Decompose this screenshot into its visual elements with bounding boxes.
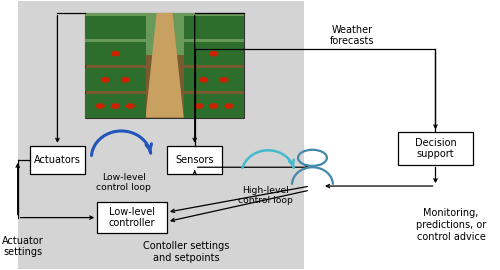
- Circle shape: [126, 104, 134, 108]
- Circle shape: [200, 78, 207, 82]
- FancyBboxPatch shape: [167, 146, 222, 174]
- Polygon shape: [146, 13, 184, 117]
- Circle shape: [225, 104, 233, 108]
- FancyBboxPatch shape: [184, 94, 244, 117]
- Circle shape: [210, 104, 218, 108]
- Text: Low-level
controller: Low-level controller: [109, 207, 156, 228]
- FancyBboxPatch shape: [184, 16, 244, 39]
- FancyBboxPatch shape: [30, 146, 85, 174]
- FancyBboxPatch shape: [398, 132, 473, 164]
- FancyBboxPatch shape: [85, 13, 244, 55]
- FancyBboxPatch shape: [85, 68, 146, 91]
- FancyBboxPatch shape: [85, 94, 146, 117]
- FancyBboxPatch shape: [184, 68, 244, 91]
- Text: Contoller settings
and setpoints: Contoller settings and setpoints: [143, 241, 230, 263]
- Circle shape: [96, 104, 104, 108]
- FancyBboxPatch shape: [85, 13, 244, 117]
- Text: Actuator
settings: Actuator settings: [2, 236, 43, 257]
- FancyBboxPatch shape: [85, 16, 146, 39]
- Text: Monitoring,
predictions, or
control advice: Monitoring, predictions, or control advi…: [416, 208, 486, 242]
- Text: High-level
control loop: High-level control loop: [238, 186, 293, 205]
- FancyBboxPatch shape: [97, 202, 167, 233]
- Circle shape: [210, 52, 218, 56]
- FancyBboxPatch shape: [184, 42, 244, 65]
- Circle shape: [195, 104, 202, 108]
- Text: Low-level
control loop: Low-level control loop: [96, 173, 151, 192]
- Circle shape: [220, 78, 228, 82]
- FancyBboxPatch shape: [85, 42, 146, 65]
- Circle shape: [102, 78, 109, 82]
- Text: Sensors: Sensors: [176, 155, 214, 165]
- Text: Decision
support: Decision support: [414, 138, 457, 159]
- Circle shape: [122, 78, 129, 82]
- Text: Actuators: Actuators: [34, 155, 81, 165]
- FancyBboxPatch shape: [18, 1, 304, 269]
- Text: Weather
forecasts: Weather forecasts: [330, 25, 374, 46]
- Circle shape: [112, 52, 119, 56]
- Circle shape: [112, 104, 119, 108]
